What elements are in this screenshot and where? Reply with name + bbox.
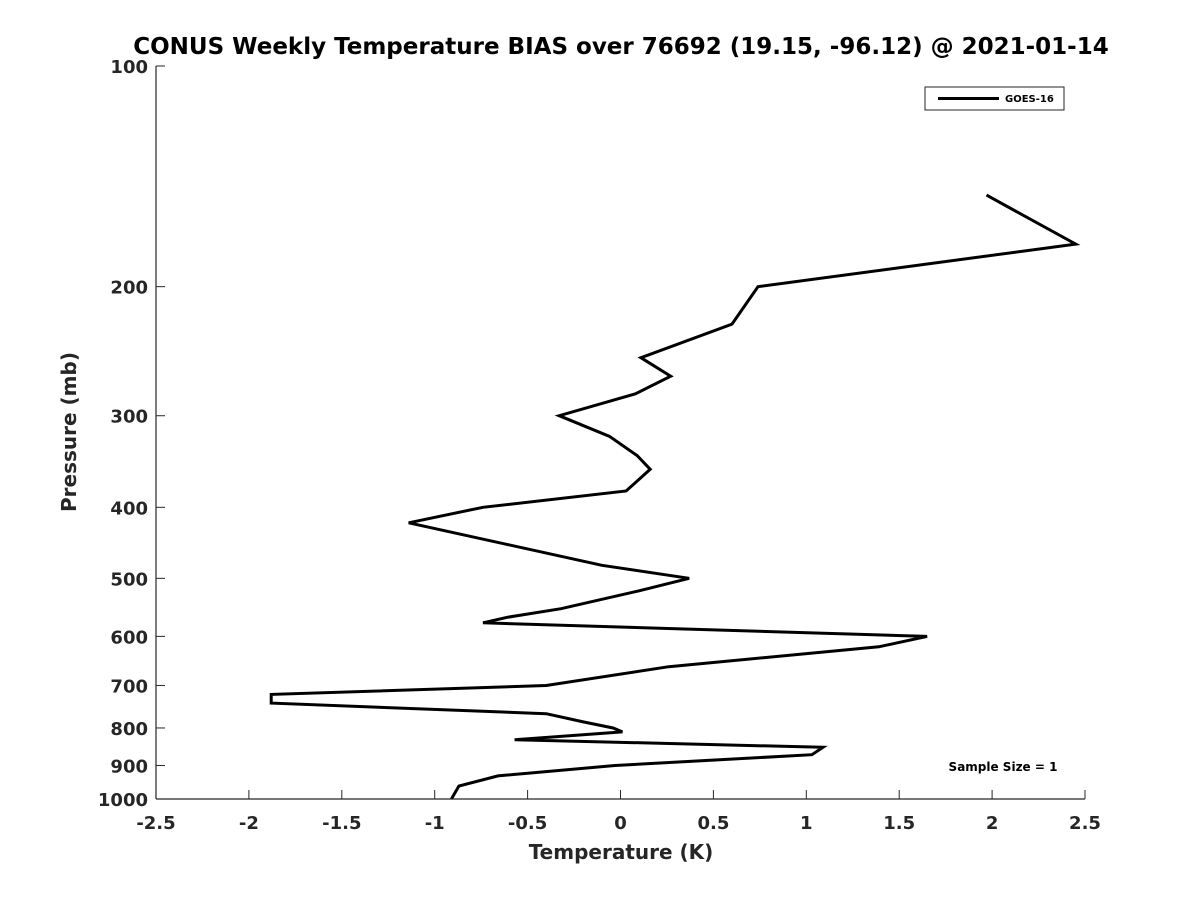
y-tick-label: 900 [110,756,148,777]
sample-size-annotation: Sample Size = 1 [949,760,1058,774]
x-ticks: -2.5 -2 -1.5 -1 -0.5 0 0.5 1 1.5 2 2.5 [136,790,1101,834]
x-tick-label: 2 [986,813,999,834]
x-tick-label: -2.5 [136,813,175,834]
y-tick-label: 700 [110,676,148,697]
x-tick-label: -0.5 [508,813,547,834]
x-tick-label: -1 [425,813,445,834]
y-tick-label: 800 [110,719,148,740]
x-tick-label: 1.5 [883,813,915,834]
data-layer [269,193,1081,800]
x-axis-label: Temperature (K) [529,840,714,864]
x-tick-label: -1.5 [322,813,361,834]
x-tick-label: -2 [239,813,259,834]
y-tick-label: 600 [110,627,148,648]
y-axis-label: Pressure (mb) [57,352,81,512]
y-tick-label: 1000 [98,790,148,811]
plot-area [156,66,1085,799]
legend: GOES-16 [924,86,1065,111]
y-tick-label: 100 [110,57,148,78]
x-tick-label: 0.5 [697,813,729,834]
x-tick-label: 2.5 [1069,813,1101,834]
x-tick-label: 1 [800,813,813,834]
legend-label-goes16: GOES-16 [1005,94,1054,105]
y-ticks: 100 200 300 400 500 600 700 800 900 1000 [98,57,165,811]
y-tick-label: 500 [110,569,148,590]
x-tick-label: 0 [614,813,627,834]
chart-title: CONUS Weekly Temperature BIAS over 76692… [133,34,1108,60]
y-tick-label: 300 [110,407,148,428]
series-line-goes16 [269,193,1081,800]
y-tick-label: 400 [110,498,148,519]
y-tick-label: 200 [110,278,148,299]
